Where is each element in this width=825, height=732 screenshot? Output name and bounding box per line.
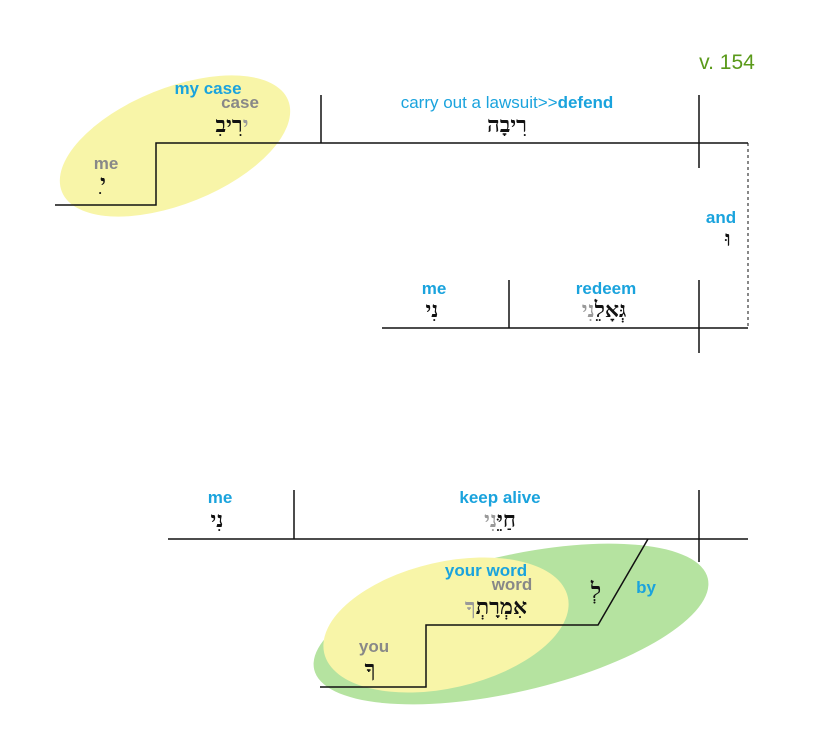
verb-hebrew: רִיבָה <box>487 112 527 138</box>
verb-hebrew: חַיֵּנִי <box>484 507 516 533</box>
pp-possessor-hebrew: ךָ <box>365 656 376 682</box>
possessor-hebrew: ִי <box>98 170 106 196</box>
conjunction-gloss: and <box>706 208 736 227</box>
verse-number: v. 154 <box>699 51 755 74</box>
object-hebrew: נִי <box>211 507 224 533</box>
pp-possessor-gloss: you <box>359 637 389 656</box>
pp-object-gloss: your word <box>445 561 527 580</box>
object-gloss: me <box>422 279 447 298</box>
object-hebrew: נִי <box>426 297 439 323</box>
baseline-clause-1 <box>55 142 748 206</box>
possessor-gloss: me <box>94 154 119 173</box>
preposition-hebrew: לְ <box>590 578 601 604</box>
object-gloss: my case <box>174 79 241 98</box>
verb-gloss: keep alive <box>459 488 540 507</box>
object-hebrew: ירִיבִ <box>216 112 249 138</box>
object-word-gloss: case <box>221 93 259 112</box>
verb-gloss: redeem <box>576 279 636 298</box>
pp-object-hebrew: אִמְרָתְךָ <box>465 594 527 620</box>
verb-hebrew: גְּאָלֵנִי <box>582 297 627 323</box>
conjunction-hebrew: וּ <box>724 226 731 252</box>
pp-word-gloss: word <box>491 575 533 594</box>
verb-gloss: carry out a lawsuit>>defend <box>401 93 614 112</box>
preposition-gloss: by <box>636 578 656 597</box>
pp-line <box>320 538 649 688</box>
object-gloss: me <box>208 488 233 507</box>
object-highlight <box>59 75 291 217</box>
